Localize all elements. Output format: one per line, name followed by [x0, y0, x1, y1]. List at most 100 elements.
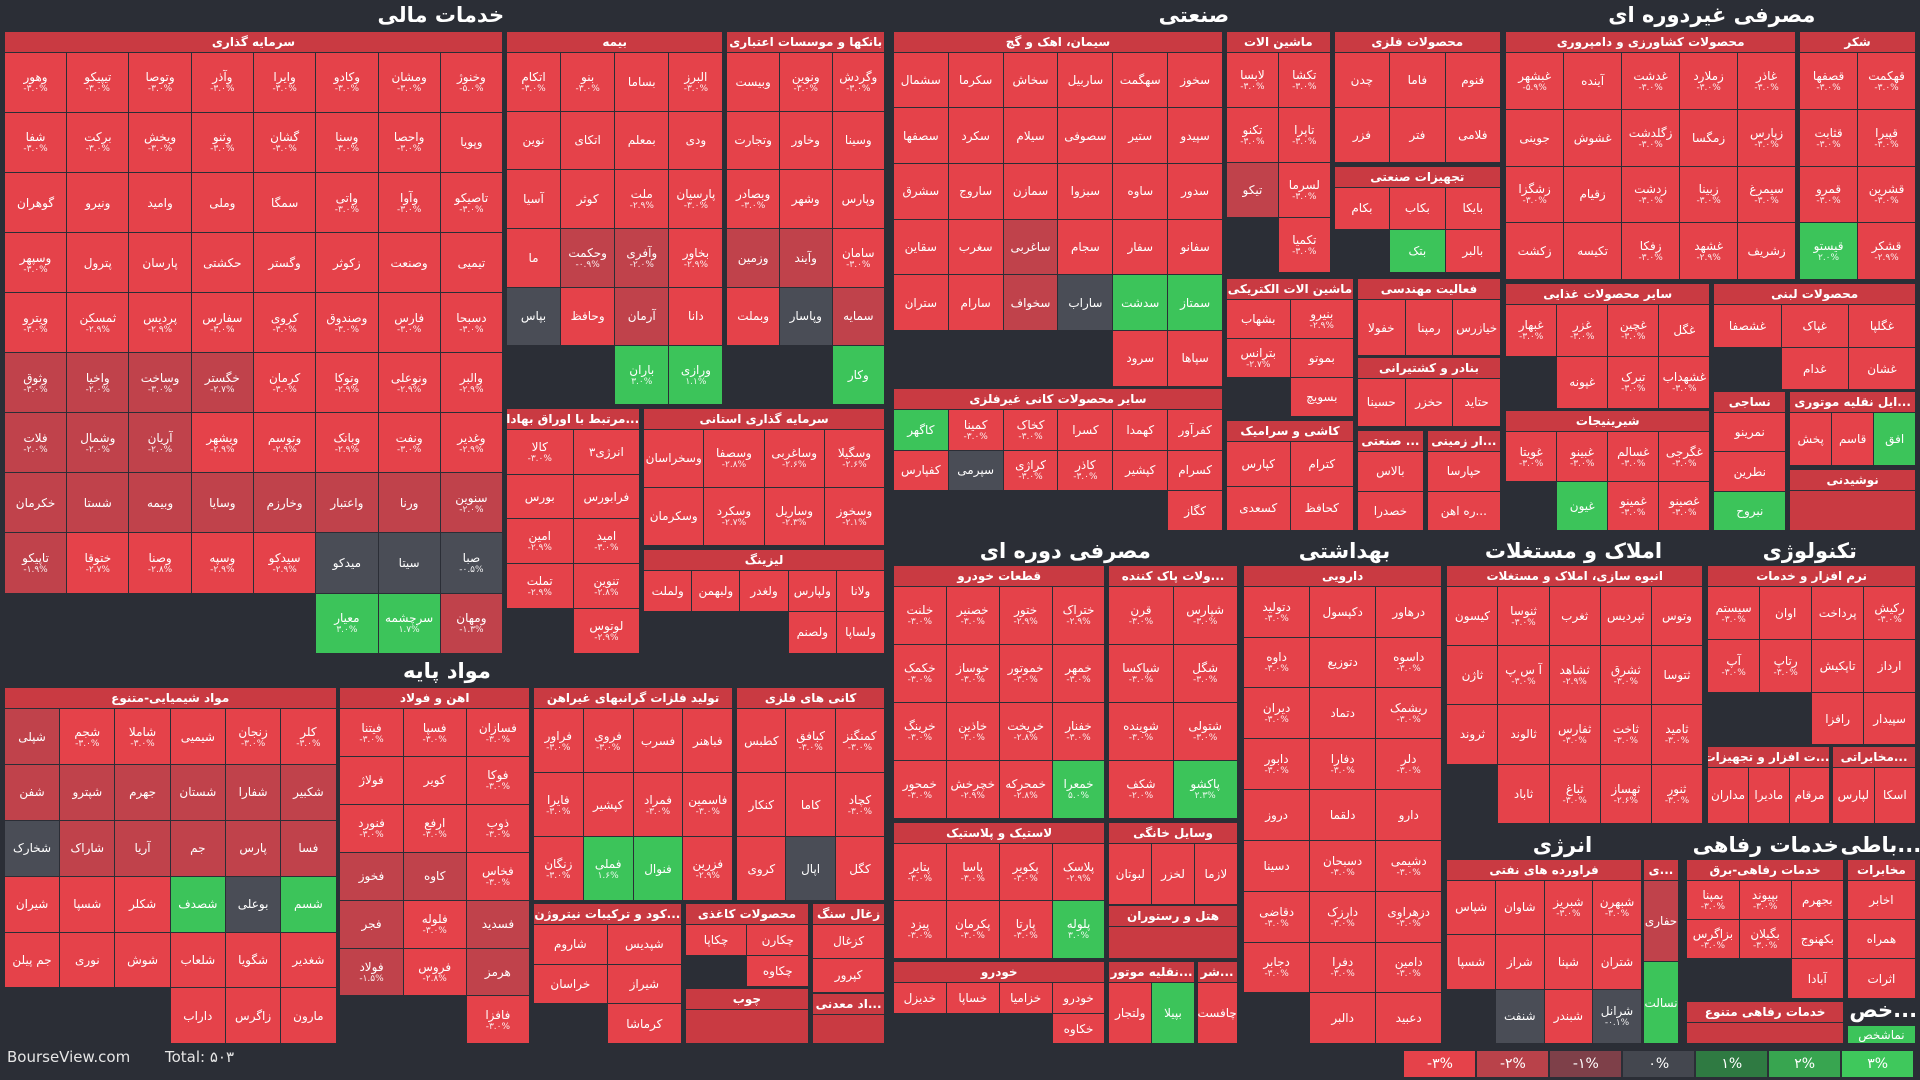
stock-tile[interactable]: شسم: [281, 876, 336, 932]
stock-tile[interactable]: پکویر -۳.۰%: [999, 843, 1052, 901]
stock-tile[interactable]: وحکمت -۰.۹%: [561, 228, 615, 287]
stock-tile[interactable]: چکارن: [747, 924, 809, 955]
stock-tile[interactable]: غپونه: [1557, 356, 1608, 408]
stock-tile[interactable]: ویشهر -۲.۹%: [191, 413, 253, 473]
stock-tile[interactable]: شیراز: [607, 964, 681, 1004]
stock-tile[interactable]: خکمک -۳.۰%: [893, 644, 946, 702]
stock-tile[interactable]: کهمدا: [1113, 410, 1168, 450]
stock-tile[interactable]: کسرا: [1058, 410, 1113, 450]
stock-tile[interactable]: سدشت: [1113, 275, 1168, 331]
stock-tile[interactable]: سپیدار: [1864, 692, 1916, 745]
stock-tile[interactable]: وسنا -۳.۰%: [316, 112, 378, 172]
stock-tile[interactable]: سخواف: [1003, 275, 1058, 331]
stock-tile[interactable]: فزر: [1334, 107, 1390, 162]
stock-tile[interactable]: اوان: [1760, 586, 1812, 639]
stock-tile[interactable]: فجر: [340, 900, 403, 948]
stock-tile[interactable]: جهرم: [115, 765, 170, 820]
stock-tile[interactable]: شیران: [4, 876, 60, 932]
stock-tile[interactable]: غچین -۳.۰%: [1608, 305, 1659, 356]
stock-tile[interactable]: وگستر: [253, 233, 316, 293]
stock-tile[interactable]: شاملا -۳.۰%: [115, 709, 170, 764]
stock-tile[interactable]: وبانک -۲.۹%: [316, 413, 378, 473]
stock-tile[interactable]: نبروح: [1714, 491, 1786, 531]
stock-tile[interactable]: دامین -۳.۰%: [1376, 942, 1442, 993]
stock-tile[interactable]: اسکا: [1874, 767, 1916, 823]
stock-tile[interactable]: وحافظ: [561, 287, 615, 346]
stock-tile[interactable]: فروس -۲.۸%: [403, 948, 466, 996]
stock-tile[interactable]: وساریل -۲.۳%: [764, 487, 824, 545]
stock-tile[interactable]: ومشان -۳.۰%: [378, 52, 440, 112]
stock-tile[interactable]: قیستو ۲.۰%: [1800, 223, 1858, 280]
stock-tile[interactable]: بنو -۳.۰%: [561, 52, 615, 111]
stock-tile[interactable]: زکوثر: [316, 233, 378, 293]
stock-tile[interactable]: کزغال: [813, 924, 885, 958]
stock-tile[interactable]: خکاوه: [1052, 1013, 1105, 1044]
stock-tile[interactable]: وسکرد -۲.۷%: [704, 487, 764, 545]
stock-tile[interactable]: غمینو -۳.۰%: [1608, 481, 1659, 531]
stock-tile[interactable]: تاپرا -۳.۰%: [1278, 107, 1330, 162]
stock-tile[interactable]: وسخوز -۲.۱%: [824, 487, 885, 545]
stock-tile[interactable]: وبصادر -۳.۰%: [727, 170, 779, 228]
stock-tile[interactable]: سفار: [1113, 219, 1168, 275]
stock-tile[interactable]: بساما: [615, 52, 669, 111]
stock-tile[interactable]: کطبس: [737, 709, 786, 773]
stock-tile[interactable]: ویخش -۳.۰%: [129, 112, 191, 172]
stock-tile[interactable]: وبیست: [727, 52, 779, 111]
stock-tile[interactable]: شبریز -۳.۰%: [1544, 880, 1593, 935]
stock-tile[interactable]: خلنت -۳.۰%: [893, 586, 946, 644]
stock-tile[interactable]: بکاب: [1390, 187, 1445, 230]
stock-tile[interactable]: فایرا -۳.۰%: [533, 773, 583, 837]
stock-tile[interactable]: وصنا -۲.۸%: [129, 533, 191, 593]
stock-tile[interactable]: وبیمه: [129, 473, 191, 533]
stock-tile[interactable]: تاصیکو -۳.۰%: [440, 172, 503, 233]
stock-tile[interactable]: بشهاب: [1226, 300, 1290, 339]
stock-tile[interactable]: فولاژ: [340, 757, 403, 804]
stock-tile[interactable]: افق: [1874, 412, 1916, 466]
stock-tile[interactable]: دارو: [1376, 790, 1442, 840]
stock-tile[interactable]: جم: [170, 820, 225, 876]
stock-tile[interactable]: ثروند: [1447, 705, 1498, 764]
stock-tile[interactable]: ثفارس -۳.۰%: [1549, 705, 1600, 764]
stock-tile[interactable]: ساروج: [948, 164, 1003, 219]
stock-tile[interactable]: ملت -۲.۹%: [615, 170, 669, 228]
stock-tile[interactable]: ولغدر: [740, 570, 788, 612]
stock-tile[interactable]: کفرآور: [1168, 410, 1223, 450]
stock-tile[interactable]: فسدید: [466, 900, 529, 948]
stock-tile[interactable]: وشهر: [779, 170, 832, 228]
stock-tile[interactable]: ثمسکن -۲.۹%: [67, 293, 129, 353]
stock-tile[interactable]: دانا: [669, 287, 723, 346]
stock-tile[interactable]: زاگرس: [225, 988, 281, 1044]
stock-tile[interactable]: سمایه: [832, 287, 885, 346]
stock-tile[interactable]: دیران -۳.۰%: [1244, 688, 1310, 739]
stock-tile[interactable]: داراب: [170, 988, 225, 1044]
stock-tile[interactable]: غسالم -۳.۰%: [1608, 432, 1659, 481]
stock-tile[interactable]: غدام: [1781, 347, 1848, 390]
stock-tile[interactable]: وهور -۳.۰%: [4, 52, 67, 112]
stock-tile[interactable]: چدن: [1334, 52, 1390, 107]
stock-tile[interactable]: زپارس -۳.۰%: [1738, 109, 1796, 166]
stock-tile[interactable]: سمازن: [1003, 164, 1058, 219]
stock-tile[interactable]: والبر -۲.۹%: [440, 353, 503, 413]
stock-tile[interactable]: بوعلی: [225, 876, 281, 932]
stock-tile[interactable]: شاروم: [533, 924, 607, 964]
stock-tile[interactable]: کحافظ: [1290, 486, 1354, 531]
stock-tile[interactable]: ویترو -۳.۰%: [4, 293, 67, 353]
stock-tile[interactable]: بنیرو -۲.۹%: [1290, 300, 1354, 339]
stock-tile[interactable]: واحصا -۳.۰%: [378, 112, 440, 172]
stock-tile[interactable]: سپرمی: [948, 450, 1003, 490]
stock-tile[interactable]: زگلدشت -۳.۰%: [1622, 109, 1680, 166]
stock-tile[interactable]: اپال: [786, 837, 835, 900]
stock-tile[interactable]: سیلام: [1003, 108, 1058, 164]
stock-tile[interactable]: واتی -۳.۰%: [316, 172, 378, 233]
stock-tile[interactable]: سشرق: [893, 164, 948, 219]
stock-tile[interactable]: پلاسک -۲.۹%: [1052, 843, 1105, 901]
stock-tile[interactable]: کپرور: [813, 958, 885, 992]
stock-tile[interactable]: سارام: [948, 275, 1003, 331]
stock-tile[interactable]: فلوله -۳.۰%: [403, 900, 466, 948]
stock-tile[interactable]: فسازان -۳.۰%: [466, 709, 529, 757]
stock-tile[interactable]: فارس -۳.۰%: [378, 293, 440, 353]
stock-tile[interactable]: ثشاهد -۲.۹%: [1549, 645, 1600, 705]
stock-tile[interactable]: قصفها -۳.۰%: [1800, 52, 1858, 109]
stock-tile[interactable]: بجهرم: [1791, 880, 1843, 920]
stock-tile[interactable]: دسبحان -۳.۰%: [1310, 840, 1376, 891]
